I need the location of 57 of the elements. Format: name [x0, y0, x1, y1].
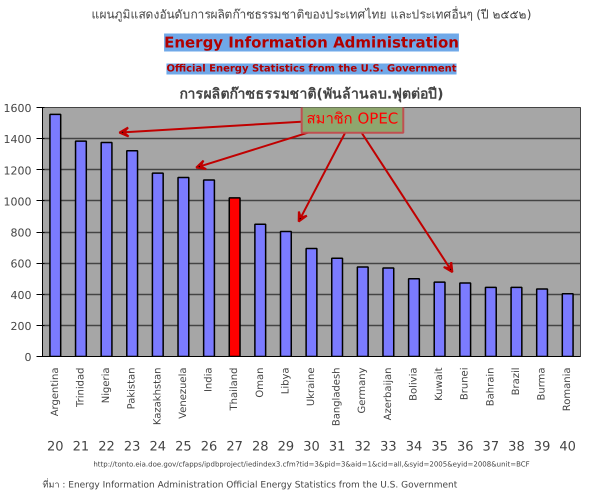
x-tick-label: Kuwait — [434, 367, 446, 401]
text: 29 — [278, 440, 294, 454]
text: 40 — [559, 440, 576, 454]
y-tick-label: 1600 — [4, 102, 32, 115]
text: 33 — [380, 440, 397, 454]
x-tick-label: Burma — [536, 367, 548, 401]
text: Energy Information Administration — [164, 34, 459, 52]
text: 25 — [175, 440, 192, 454]
text: 30 — [303, 440, 320, 454]
text: 27 — [226, 440, 243, 454]
chart-subtitle: การผลิตก๊าซธรรมชาติ(พันล้านลบ.ฟุตต่อปี) — [179, 86, 444, 102]
text: ที่มา : Energy Information Administration Official Energy Statistics from the U.S. Government — [42, 478, 458, 490]
y-tick-label: 200 — [10, 320, 32, 333]
text: 34 — [406, 440, 422, 454]
y-tick-label: 1400 — [4, 133, 32, 146]
x-tick-label: Kazakhstan — [152, 367, 164, 426]
text: 21 — [72, 440, 90, 454]
x-tick-label: India — [204, 367, 215, 392]
text: 39 — [534, 440, 550, 454]
text: 26 — [200, 440, 218, 454]
x-tick-label: Brunei — [460, 368, 471, 400]
text: 32 — [354, 440, 372, 454]
chart-title: แผนภูมิแสดงอันดับการผลิตก๊าซธรรมชาติของประเทศไทย และประเทศอื่นๆ (ปี ๒๕๕๒) — [92, 6, 532, 22]
text: 20 — [47, 440, 64, 454]
x-tick-label: Oman — [254, 368, 266, 398]
text: 31 — [328, 440, 346, 454]
x-tick-label: Trinidad — [75, 368, 86, 408]
x-tick-label: Romania — [562, 367, 574, 412]
text: 23 — [124, 440, 140, 454]
text: 37 — [482, 440, 500, 454]
annotation: สมาชิก OPEC — [306, 110, 398, 128]
y-tick-label: 0 — [24, 351, 32, 364]
x-tick-label: Libya — [280, 367, 292, 394]
x-tick-label: Ukraine — [306, 367, 317, 406]
x-tick-label: Venezuela — [178, 367, 189, 419]
x-tick-label: Thailand — [229, 367, 240, 412]
x-tick-label: Brazil — [510, 368, 522, 396]
x-tick-label: Germany — [357, 367, 368, 414]
x-tick-label: Bolivia — [408, 368, 420, 401]
x-tick-label: Argentina — [50, 368, 61, 416]
text: 38 — [508, 440, 525, 454]
x-tick-label: Azerbaijan — [382, 367, 394, 420]
x-tick-label: Nigeria — [101, 367, 112, 404]
text: 22 — [98, 440, 115, 454]
y-tick-label: 600 — [10, 258, 32, 271]
y-tick-label: 1000 — [4, 195, 32, 208]
x-tick-label: Bahrain — [485, 367, 496, 406]
text: 28 — [252, 440, 269, 454]
text: Official Energy Statistics from the U.S. Government — [166, 64, 457, 74]
x-tick-label: Pakistan — [126, 368, 138, 410]
y-tick-label: 400 — [10, 288, 32, 302]
x-tick-label: Bangladesh — [332, 367, 343, 426]
text: 35 — [431, 440, 448, 454]
y-tick-label: 1200 — [4, 164, 32, 178]
text: 36 — [456, 440, 474, 454]
y-tick-label: 800 — [10, 226, 32, 240]
text: 24 — [150, 440, 166, 454]
